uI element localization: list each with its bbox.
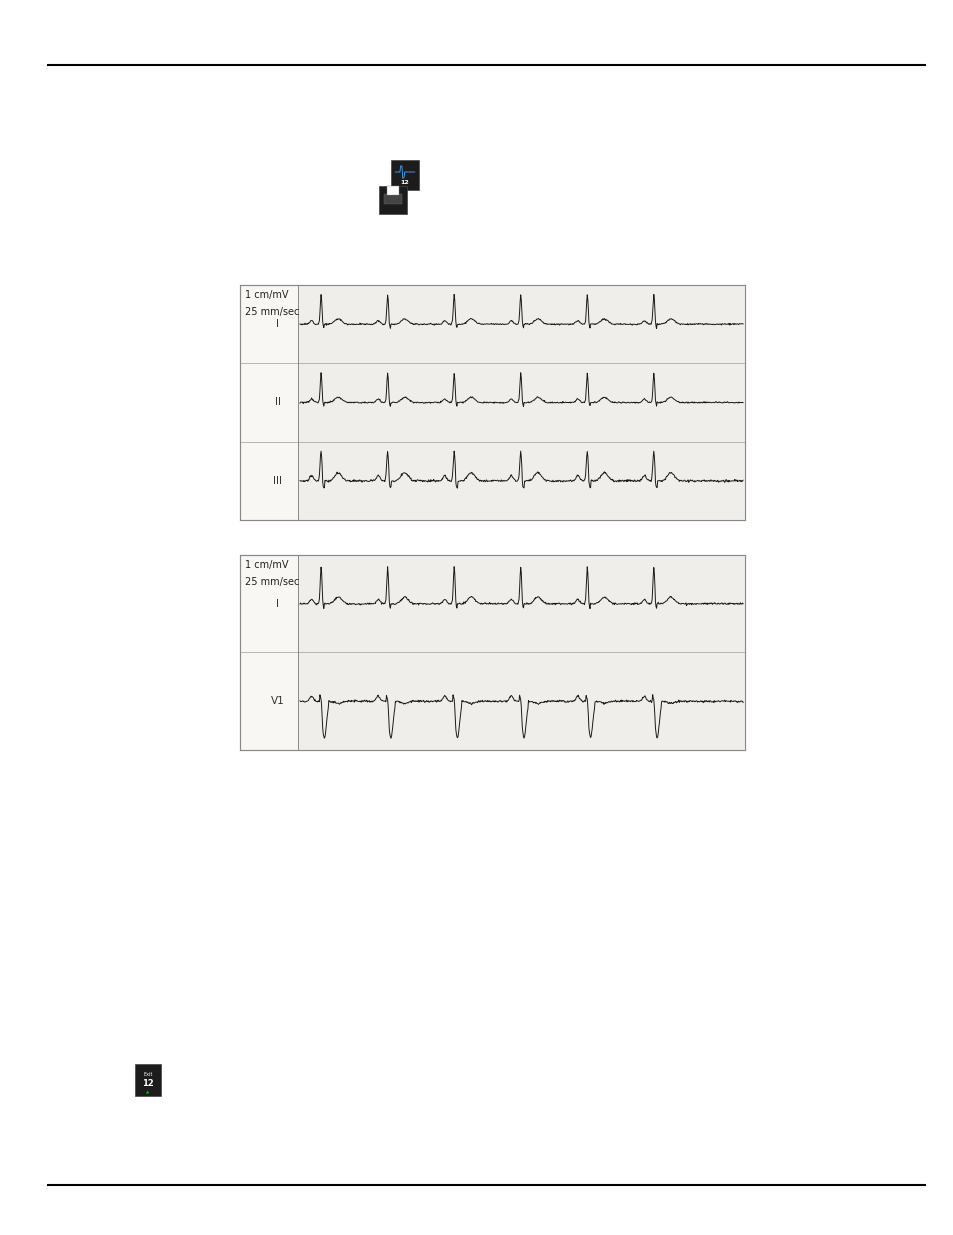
Bar bbox=[378, 186, 407, 214]
Text: V1: V1 bbox=[271, 697, 284, 706]
Text: III: III bbox=[274, 475, 282, 485]
Text: Exit: Exit bbox=[143, 1072, 152, 1077]
Text: II: II bbox=[274, 398, 280, 408]
Bar bbox=[387, 186, 398, 195]
Text: 25 mm/sec: 25 mm/sec bbox=[245, 577, 299, 587]
Text: 12: 12 bbox=[142, 1079, 153, 1088]
Text: 12: 12 bbox=[400, 180, 409, 185]
Text: 1 cm/mV: 1 cm/mV bbox=[245, 559, 288, 569]
Bar bbox=[391, 161, 418, 190]
Text: I: I bbox=[276, 599, 279, 609]
Bar bbox=[384, 194, 401, 204]
Text: ▲: ▲ bbox=[146, 1091, 150, 1094]
Text: 1 cm/mV: 1 cm/mV bbox=[245, 290, 288, 300]
Text: I: I bbox=[276, 319, 279, 330]
Bar bbox=[135, 1065, 161, 1095]
Text: 25 mm/sec: 25 mm/sec bbox=[245, 308, 299, 317]
